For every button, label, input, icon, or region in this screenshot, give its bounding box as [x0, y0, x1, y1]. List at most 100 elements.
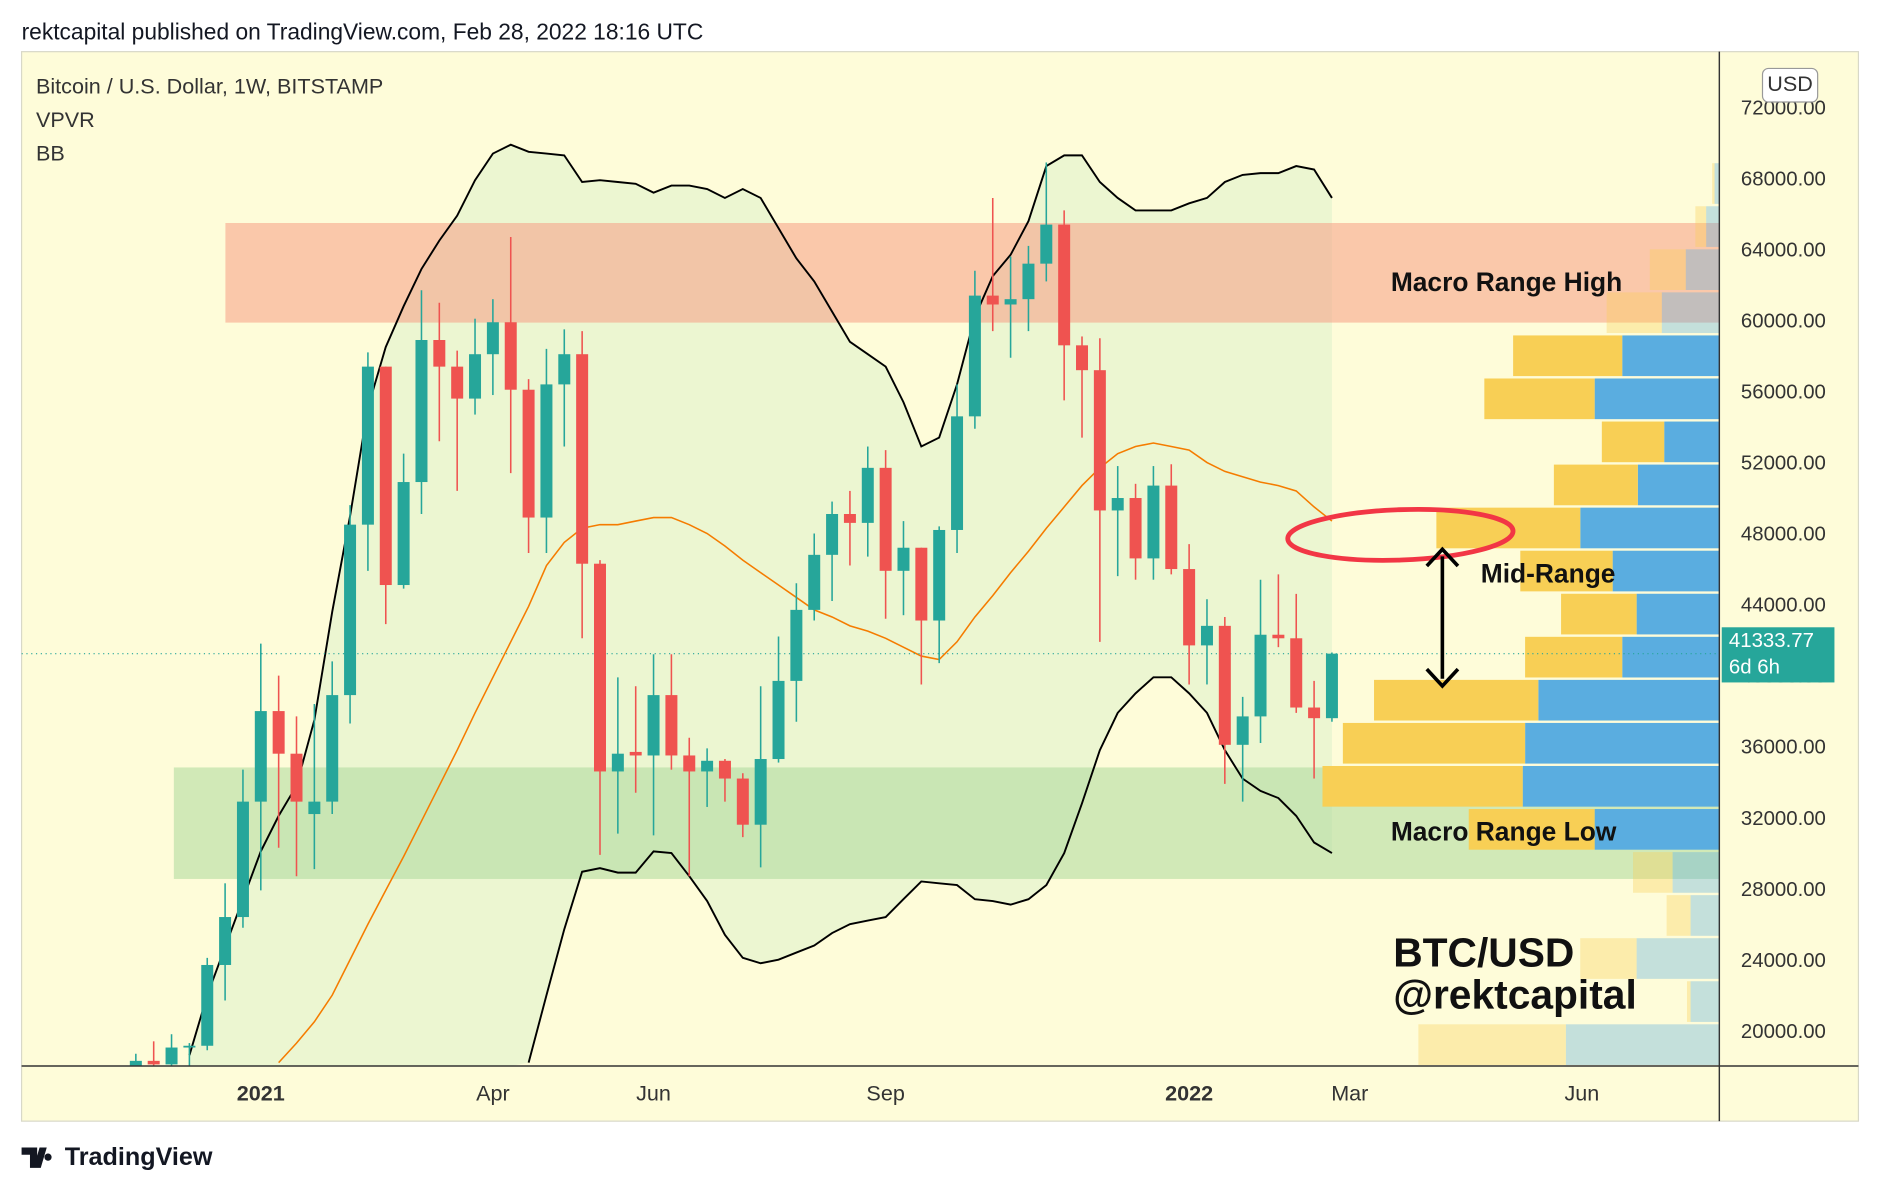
candle-body	[808, 554, 821, 610]
candle-body	[1272, 634, 1285, 639]
candle-body	[1040, 224, 1053, 264]
y-tick-label: 32000.00	[1741, 808, 1826, 830]
vpvr-up	[1522, 765, 1720, 807]
vpvr-down	[1322, 765, 1523, 807]
x-tick-label: Jun	[636, 1080, 671, 1105]
currency-box[interactable]	[1761, 67, 1819, 103]
y-tick-label: 20000.00	[1741, 1021, 1826, 1043]
zone-label: Macro Range Low	[1391, 816, 1617, 846]
candle-body	[1147, 485, 1160, 559]
y-tick-label: 56000.00	[1741, 382, 1826, 404]
candle-body	[397, 482, 410, 586]
candle-body	[236, 801, 249, 918]
candle-body	[326, 695, 339, 802]
logo-icon[interactable]	[21, 1147, 52, 1168]
y-tick-label: 72000.00	[1741, 98, 1826, 120]
currency-label[interactable]: USD	[1767, 71, 1813, 96]
vpvr-down	[1484, 378, 1595, 420]
candle-body	[504, 322, 517, 390]
x-tick-label: 2022	[1165, 1080, 1213, 1105]
x-tick-label: Mar	[1331, 1080, 1368, 1105]
candle-body	[1129, 498, 1142, 559]
candle-body	[379, 366, 392, 586]
candle-body	[986, 295, 999, 305]
bb-lower	[527, 676, 1333, 1063]
vpvr-up	[1565, 1024, 1720, 1065]
vpvr-down	[1525, 636, 1623, 678]
candle-body	[843, 514, 856, 523]
vpvr-up	[1538, 679, 1720, 721]
candle-body	[308, 801, 321, 815]
vpvr-down	[1520, 550, 1613, 592]
vpvr-up	[1637, 464, 1720, 506]
candle-body	[718, 760, 731, 779]
candle-body	[736, 778, 749, 825]
candle-body	[576, 354, 589, 564]
y-tick-label: 64000.00	[1741, 240, 1826, 262]
price-tag-countdown: 6d 6h	[1729, 656, 1780, 678]
footer-brand[interactable]: TradingView	[65, 1143, 213, 1171]
vpvr-up	[1714, 163, 1720, 204]
vpvr-down	[1342, 722, 1526, 764]
price-tag	[1721, 627, 1835, 683]
vpvr-up	[1661, 292, 1720, 334]
vpvr-down	[1513, 335, 1623, 377]
candle-body	[1254, 634, 1267, 717]
candle-body	[147, 1060, 160, 1065]
candle-body	[201, 964, 214, 1046]
candle-body	[361, 366, 374, 525]
candle-body	[219, 917, 232, 965]
y-tick-label: 60000.00	[1741, 311, 1826, 333]
y-tick-label: 24000.00	[1741, 950, 1826, 972]
candle-body	[469, 354, 482, 399]
vpvr-down	[1649, 249, 1686, 290]
candle-body	[968, 295, 981, 417]
candle-body	[1325, 653, 1338, 719]
candle-body	[1058, 224, 1071, 346]
footer-logo[interactable]: TradingView	[21, 1143, 213, 1171]
y-tick-label: 44000.00	[1741, 595, 1826, 617]
y-tick-label: 36000.00	[1741, 737, 1826, 759]
vpvr-down	[1436, 507, 1581, 549]
annotation: Mid-Range	[1481, 559, 1616, 589]
candle-body	[1076, 345, 1089, 371]
candle-body	[897, 547, 910, 571]
arrow-head	[1425, 546, 1460, 568]
vpvr-up	[1525, 722, 1720, 764]
candle-body	[754, 759, 767, 825]
bb-middle	[278, 442, 1333, 1064]
indicator-label: BB	[36, 140, 65, 165]
candle-body	[1111, 498, 1124, 511]
candle-body	[1183, 569, 1196, 646]
candle-body	[772, 680, 785, 760]
y-tick-label: 68000.00	[1741, 169, 1826, 191]
candle-body	[522, 389, 535, 518]
vpvr-down	[1374, 679, 1539, 721]
vpvr-up	[1685, 249, 1720, 290]
candle-body	[879, 467, 892, 571]
candle-body	[290, 753, 303, 802]
candle-body	[183, 1045, 196, 1048]
y-tick-label: 48000.00	[1741, 524, 1826, 546]
candle-body	[629, 751, 642, 756]
candle-body	[254, 711, 267, 802]
x-tick-label: 2021	[237, 1080, 285, 1105]
candle-body	[1200, 625, 1213, 646]
vpvr-down	[1633, 852, 1673, 893]
vpvr-down	[1468, 809, 1595, 850]
vpvr-down	[1561, 593, 1637, 635]
candle-body	[165, 1047, 178, 1065]
symbol-title: Bitcoin / U.S. Dollar, 1W, BITSTAMP	[36, 73, 383, 98]
candle-body	[1022, 263, 1035, 300]
highlight-ellipse	[1285, 506, 1516, 563]
vpvr-down	[1418, 1024, 1566, 1065]
vpvr-down	[1686, 981, 1691, 1022]
vpvr-up	[1594, 378, 1720, 420]
candle-body	[1165, 485, 1178, 570]
candle-body	[451, 366, 464, 399]
header: rektcapital published on TradingView.com…	[22, 19, 704, 45]
candle-body	[861, 467, 874, 523]
vpvr-down	[1601, 421, 1665, 463]
